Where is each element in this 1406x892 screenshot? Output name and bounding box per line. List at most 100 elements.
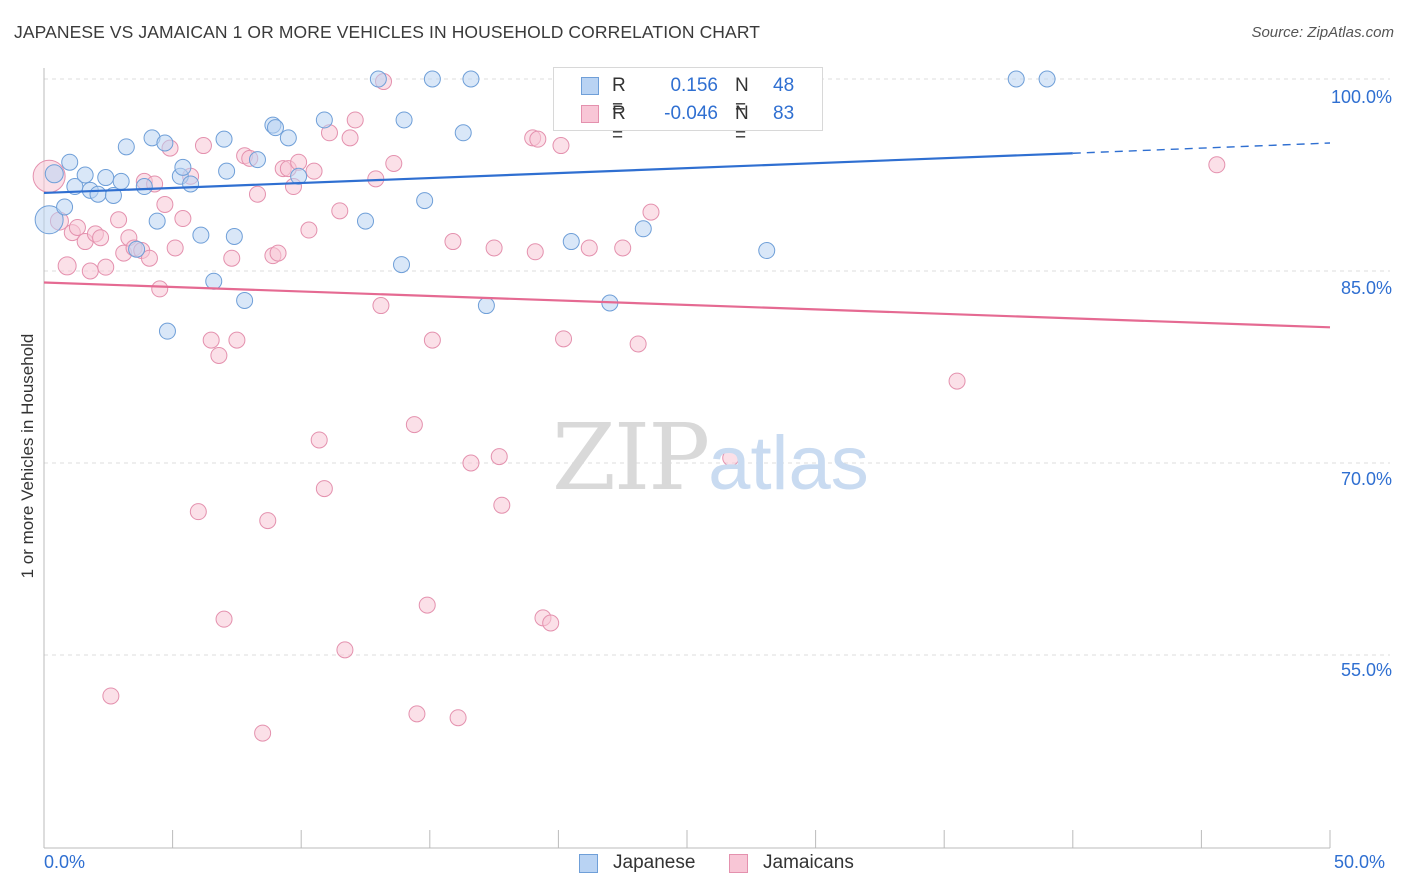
jamaicans-point xyxy=(449,709,467,727)
japanese-point xyxy=(279,129,297,147)
jamaicans-point xyxy=(462,454,480,472)
jamaicans-point xyxy=(418,596,436,614)
jamaicans-point xyxy=(269,244,287,262)
japanese-point xyxy=(315,111,333,129)
jamaicans-point xyxy=(151,280,169,298)
source-label: Source: ZipAtlas.com xyxy=(1251,24,1394,41)
jamaicans-point xyxy=(223,249,241,267)
jamaicans-point xyxy=(423,331,441,349)
japanese-point xyxy=(395,111,413,129)
japanese-point xyxy=(423,70,441,88)
n-label: N = xyxy=(735,103,749,146)
r-label: R = xyxy=(612,75,626,118)
japanese-point xyxy=(290,167,308,185)
jamaicans-point xyxy=(315,480,333,498)
japanese-point xyxy=(44,164,64,184)
legend-label: Jamaicans xyxy=(763,852,854,873)
x-tick-label: 50.0% xyxy=(1334,852,1386,872)
jamaicans-swatch-icon xyxy=(729,854,748,873)
japanese-point xyxy=(56,198,74,216)
japanese-point xyxy=(236,291,254,309)
jamaicans-point xyxy=(372,297,390,315)
jamaicans-point xyxy=(215,610,233,628)
japanese-point xyxy=(369,70,387,88)
japanese-point xyxy=(128,240,146,258)
jamaicans-point xyxy=(202,331,220,349)
jamaicans-point xyxy=(385,154,403,172)
japanese-point xyxy=(477,297,495,315)
jamaicans-point xyxy=(140,249,158,267)
jamaicans-point xyxy=(57,256,77,276)
y-tick-label: 55.0% xyxy=(1340,660,1392,680)
japanese-point xyxy=(462,70,480,88)
jamaicans-point xyxy=(68,218,86,236)
jamaicans-point xyxy=(1208,156,1226,174)
y-tick-label: 70.0% xyxy=(1340,469,1392,489)
jamaicans-point xyxy=(166,239,184,257)
chart-title: JAPANESE VS JAMAICAN 1 OR MORE VEHICLES … xyxy=(14,22,761,42)
watermark-zip: ZIP xyxy=(552,404,710,511)
jamaicans-point xyxy=(228,331,246,349)
y-axis-label: 1 or more Vehicles in Household xyxy=(18,333,37,579)
japanese-point xyxy=(357,212,374,230)
japanese-point xyxy=(182,175,200,193)
japanese-point xyxy=(174,158,192,176)
japanese-trend-extension xyxy=(1072,142,1331,154)
jamaicans-point xyxy=(580,239,598,257)
jamaicans-point xyxy=(341,129,359,147)
axes xyxy=(43,68,1331,849)
jamaicans-point xyxy=(331,202,349,220)
japanese-trend-line xyxy=(43,152,1073,195)
jamaicans-point xyxy=(174,210,192,228)
japanese-point xyxy=(61,153,79,171)
r-value: 0.156 xyxy=(670,75,718,96)
jamaicans-point xyxy=(81,262,99,280)
jamaicans-point xyxy=(948,372,966,390)
japanese-point xyxy=(148,212,166,230)
jamaicans-point xyxy=(156,195,174,213)
y-tick-label: 100.0% xyxy=(1330,87,1392,107)
x-tick-label: 0.0% xyxy=(44,852,86,872)
n-label: N = xyxy=(735,75,749,118)
jamaicans-point xyxy=(526,243,544,261)
jamaicans-point xyxy=(336,641,354,659)
japanese-point xyxy=(266,119,284,137)
jamaicans-point xyxy=(614,239,632,257)
jamaicans-point xyxy=(485,239,503,257)
jamaicans-point xyxy=(300,221,318,239)
japanese-point xyxy=(416,192,434,210)
japanese-point xyxy=(1038,70,1056,88)
jamaicans-point xyxy=(97,258,115,276)
japanese-point xyxy=(117,138,135,156)
japanese-point xyxy=(112,172,130,190)
jamaicans-point xyxy=(194,137,212,155)
japanese-point xyxy=(215,130,233,148)
watermark: ZIPatlas xyxy=(552,404,869,511)
jamaicans-point xyxy=(529,130,547,148)
legend-label: Japanese xyxy=(613,852,696,873)
japanese-swatch-icon xyxy=(579,854,598,873)
jamaicans-point xyxy=(110,211,128,229)
japanese-point xyxy=(135,178,153,196)
jamaicans-point xyxy=(490,448,508,466)
japanese-point xyxy=(156,134,174,152)
n-value: 83 xyxy=(773,103,795,124)
jamaicans-trend-line xyxy=(43,281,1331,329)
japanese-point xyxy=(248,151,266,169)
trend-lines xyxy=(43,142,1331,329)
jamaicans-point xyxy=(555,330,573,348)
n-value: 48 xyxy=(773,75,795,96)
japanese-point xyxy=(205,272,223,290)
jamaicans-point xyxy=(722,449,740,467)
japanese-point xyxy=(758,242,776,260)
jamaicans-point xyxy=(642,203,660,221)
japanese-point xyxy=(76,166,94,184)
jamaicans-point xyxy=(248,185,266,203)
jamaicans-point xyxy=(189,503,207,521)
r-value: -0.046 xyxy=(664,103,718,124)
japanese-point xyxy=(158,322,176,340)
jamaicans-point xyxy=(444,233,462,251)
jamaicans-point xyxy=(259,512,277,530)
japanese-point xyxy=(218,162,236,180)
y-tick-label: 85.0% xyxy=(1340,278,1392,298)
